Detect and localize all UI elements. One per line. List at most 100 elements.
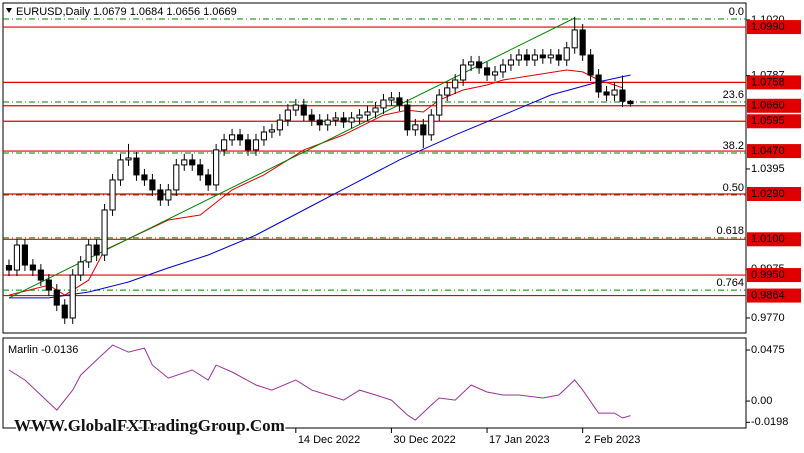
candle-body <box>252 139 260 151</box>
candle-body <box>436 94 443 116</box>
candle-body <box>340 117 347 123</box>
x-tick-label: 30 Dec 2022 <box>393 434 455 446</box>
candle-body <box>468 61 475 66</box>
plot-layer: 1.10201.07871.03950.99750.97700.023.638.… <box>3 6 801 446</box>
candle-body <box>539 54 546 59</box>
x-tick-label: 17 Jan 2023 <box>489 434 550 446</box>
candle-body <box>149 179 156 191</box>
candle-body <box>165 189 172 201</box>
candle-body <box>619 89 626 102</box>
candle-body <box>77 261 84 276</box>
candle-body <box>13 244 21 271</box>
y-tick-label: 0.00 <box>751 395 772 407</box>
level-box <box>747 186 801 201</box>
candle-body <box>316 119 323 126</box>
candle-body <box>579 29 586 56</box>
candle-body <box>611 89 618 96</box>
candle-body <box>547 54 554 59</box>
y-tick-label: -0.0198 <box>751 416 788 428</box>
candle-body <box>491 71 499 76</box>
candle-body <box>300 104 307 116</box>
candle-body <box>364 111 371 116</box>
candle-body <box>523 54 530 61</box>
candle-body <box>372 107 379 113</box>
level-label: 1.0660 <box>751 100 785 112</box>
candle-body <box>29 264 36 271</box>
candle-body <box>499 64 507 73</box>
candle-body <box>109 179 116 211</box>
indicator-title: Marlin -0.0136 <box>8 344 78 356</box>
candle-body <box>260 131 268 141</box>
candle-body <box>125 157 132 161</box>
candle-body <box>268 129 276 133</box>
candle-body <box>205 174 212 186</box>
candle-body <box>555 54 562 61</box>
candle-body <box>404 104 411 131</box>
candle-body <box>221 139 228 151</box>
candle-body <box>627 100 634 105</box>
candle-body <box>412 124 419 131</box>
level-label: 1.0470 <box>751 145 785 157</box>
y-tick-label: 0.0475 <box>751 344 785 356</box>
chart-title: EURUSD,Daily 1.0679 1.0684 1.0656 1.0669 <box>16 6 237 18</box>
candle-body <box>228 134 236 141</box>
candle-body <box>37 269 44 281</box>
level-box <box>747 114 801 129</box>
candle-body <box>244 139 252 151</box>
y-tick-label: 1.0395 <box>751 163 785 175</box>
candle-body <box>133 157 140 176</box>
series-line <box>9 74 631 299</box>
level-label: 1.0595 <box>751 115 785 127</box>
candle-body <box>93 244 100 256</box>
candle-body <box>45 279 52 291</box>
candle-body <box>332 117 339 121</box>
candle-body <box>276 119 283 131</box>
candle-body <box>284 109 291 121</box>
fib-label: 0.618 <box>716 225 744 237</box>
fib-label: 0.764 <box>716 277 744 289</box>
fib-label: 0.0 <box>729 6 744 18</box>
candle-body <box>213 149 220 186</box>
fib-label: 0.50 <box>723 182 744 194</box>
candle-body <box>483 67 491 76</box>
candle-body <box>197 164 204 176</box>
candle-body <box>101 209 108 256</box>
candle-body <box>444 87 451 96</box>
candle-body <box>563 47 570 61</box>
level-box <box>747 268 801 283</box>
candle-body <box>356 114 363 119</box>
candle-body <box>5 265 13 271</box>
x-tick-label: 2 Feb 2023 <box>585 434 641 446</box>
candle-body <box>388 97 395 101</box>
candle-body <box>348 117 355 123</box>
main-frame <box>2 2 747 334</box>
candle-body <box>475 61 483 69</box>
candle-body <box>587 54 594 76</box>
level-label: 1.0100 <box>751 233 785 245</box>
level-label: 1.0758 <box>751 76 785 88</box>
candle-body <box>452 79 459 89</box>
fib-label: 23.6 <box>723 89 744 101</box>
level-label: 1.0990 <box>751 21 785 33</box>
candle-body <box>507 59 515 66</box>
candle-body <box>531 54 538 61</box>
candle-body <box>380 99 387 109</box>
candle-body <box>61 304 68 319</box>
level-box <box>747 98 801 113</box>
fib-label: 38.2 <box>723 140 744 152</box>
candle-body <box>117 159 124 181</box>
candle-body <box>189 159 196 166</box>
candle-body <box>69 274 76 319</box>
level-box <box>747 288 801 303</box>
candle-body <box>420 124 427 136</box>
candle-body <box>308 114 315 121</box>
candle-body <box>396 97 403 106</box>
level-box <box>747 232 801 247</box>
candle-body <box>21 244 29 266</box>
candle-body <box>157 189 164 201</box>
level-label: 0.9950 <box>751 269 785 281</box>
candle-body <box>141 174 148 181</box>
candle-body <box>595 74 602 93</box>
